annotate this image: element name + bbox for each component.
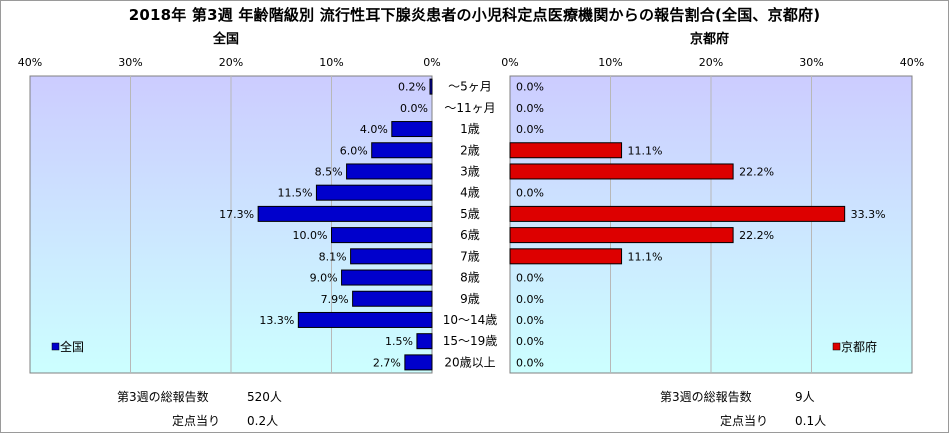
zenkoku-data-label: 8.5% xyxy=(315,165,343,178)
zenkoku-panel: 0% 10% 20% 30% 40% 0.2% 0.0% 4.0% 6.0% 8.5%11.5% 1… xyxy=(18,56,441,374)
zenkoku-bar xyxy=(257,205,433,222)
kyoto-panel-title: 京都府 xyxy=(690,32,730,47)
category-label: ～5ヶ月 xyxy=(448,80,492,94)
category-label: 3歳 xyxy=(460,164,480,178)
kyoto-bar xyxy=(509,248,623,265)
zenkoku-per-label: 定点当り xyxy=(172,414,221,428)
kyoto-total-value: 9人 xyxy=(795,390,815,404)
kyoto-legend-label: 京都府 xyxy=(841,339,877,354)
zenkoku-bar xyxy=(429,78,433,95)
zenkoku-data-label: 2.7% xyxy=(373,356,401,369)
kyoto-data-label: 0.0% xyxy=(516,272,544,285)
zenkoku-bar xyxy=(331,227,433,244)
kyoto-tick-label: 30% xyxy=(799,56,823,69)
zenkoku-bar xyxy=(315,184,433,201)
zenkoku-bar xyxy=(371,142,433,159)
zenkoku-bar xyxy=(391,121,433,138)
category-label: 7歳 xyxy=(460,249,480,263)
kyoto-tick-label: 20% xyxy=(699,56,723,69)
zenkoku-data-label: 10.0% xyxy=(293,229,328,242)
category-label: 15～19歳 xyxy=(443,334,498,348)
zenkoku-panel-title: 全国 xyxy=(213,32,240,47)
zenkoku-data-label: 8.1% xyxy=(319,250,347,263)
category-label: 2歳 xyxy=(460,143,480,157)
zenkoku-bar xyxy=(404,354,433,371)
age-category-labels: ～5ヶ月 ～11ヶ月 1歳 2歳 3歳 4歳 5歳 6歳 7歳 8歳 9歳 10～14歳 15～19歳 2… xyxy=(443,80,498,370)
kyoto-data-label: 0.0% xyxy=(516,314,544,327)
zenkoku-data-label: 9.0% xyxy=(310,272,338,285)
zenkoku-data-label: 11.5% xyxy=(277,187,312,200)
kyoto-data-label: 0.0% xyxy=(516,123,544,136)
zenkoku-data-label: 17.3% xyxy=(219,208,254,221)
category-label: 10～14歳 xyxy=(443,313,498,327)
zenkoku-legend-swatch xyxy=(51,342,60,351)
kyoto-bar xyxy=(509,205,846,222)
category-label: 20歳以上 xyxy=(444,355,495,369)
kyoto-bar xyxy=(509,163,734,180)
zenkoku-legend-label: 全国 xyxy=(60,339,84,354)
kyoto-data-label: 22.2% xyxy=(739,229,774,242)
kyoto-data-label: 22.2% xyxy=(739,165,774,178)
kyoto-bar xyxy=(509,227,734,244)
kyoto-total-label: 第3週の総報告数 xyxy=(660,390,752,404)
category-label: 5歳 xyxy=(460,207,480,221)
zenkoku-data-label: 13.3% xyxy=(259,314,294,327)
kyoto-data-label: 11.1% xyxy=(628,250,663,263)
kyoto-data-label: 33.3% xyxy=(851,208,886,221)
kyoto-panel: 0% 10% 20% 30% 40% 0.0% 0.0% 0.0% 11.1% 22.2% 0.0%… xyxy=(501,56,924,374)
zenkoku-tick-label: 10% xyxy=(319,56,343,69)
zenkoku-data-label: 6.0% xyxy=(340,144,368,157)
kyoto-data-label: 0.0% xyxy=(516,81,544,94)
zenkoku-bar xyxy=(416,333,433,350)
kyoto-bar xyxy=(509,142,623,159)
zenkoku-bar xyxy=(346,163,433,180)
category-label: 9歳 xyxy=(460,292,480,306)
kyoto-data-label: 0.0% xyxy=(516,293,544,306)
zenkoku-data-label: 4.0% xyxy=(360,123,388,136)
zenkoku-bar xyxy=(297,311,433,328)
zenkoku-tick-label: 0% xyxy=(423,56,440,69)
zenkoku-total-value: 520人 xyxy=(247,390,282,404)
category-label: 6歳 xyxy=(460,228,480,242)
kyoto-data-label: 0.0% xyxy=(516,187,544,200)
kyoto-data-label: 0.0% xyxy=(516,102,544,115)
kyoto-tick-label: 40% xyxy=(900,56,924,69)
zenkoku-tick-label: 40% xyxy=(18,56,42,69)
zenkoku-tick-label: 20% xyxy=(219,56,243,69)
kyoto-tick-label: 10% xyxy=(598,56,622,69)
zenkoku-bar xyxy=(350,248,433,265)
kyoto-per-label: 定点当り xyxy=(720,414,769,428)
zenkoku-per-value: 0.2人 xyxy=(247,414,279,428)
kyoto-data-label: 0.0% xyxy=(516,335,544,348)
kyoto-data-label: 11.1% xyxy=(628,144,663,157)
zenkoku-total-label: 第3週の総報告数 xyxy=(117,390,209,404)
zenkoku-data-label: 0.0% xyxy=(400,102,428,115)
kyoto-legend-swatch xyxy=(832,342,841,351)
category-label: 4歳 xyxy=(460,186,480,200)
category-label: 1歳 xyxy=(460,122,480,136)
kyoto-data-label: 0.0% xyxy=(516,356,544,369)
zenkoku-tick-label: 30% xyxy=(118,56,142,69)
kyoto-per-value: 0.1人 xyxy=(795,414,827,428)
zenkoku-data-label: 1.5% xyxy=(385,335,413,348)
category-label: 8歳 xyxy=(460,271,480,285)
category-label: ～11ヶ月 xyxy=(444,101,495,115)
zenkoku-bar xyxy=(352,290,433,307)
kyoto-tick-label: 0% xyxy=(501,56,518,69)
zenkoku-data-label: 0.2% xyxy=(398,81,426,94)
zenkoku-data-label: 7.9% xyxy=(321,293,349,306)
chart-title: 2018年 第3週 年齢階級別 流行性耳下腺炎患者の小児科定点医療機関からの報告… xyxy=(128,6,821,24)
zenkoku-bar xyxy=(341,269,433,286)
